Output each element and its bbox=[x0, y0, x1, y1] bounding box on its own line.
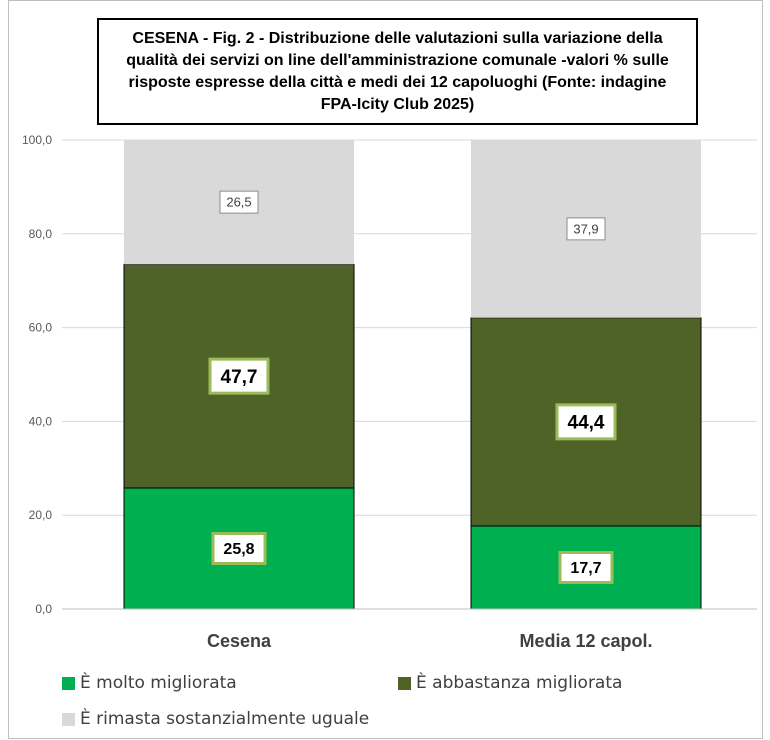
legend-label-abbastanza: È abbastanza migliorata bbox=[416, 673, 623, 693]
data-label: 17,7 bbox=[570, 560, 601, 577]
data-label: 37,9 bbox=[573, 221, 598, 236]
legend-item-molto: È molto migliorata bbox=[62, 673, 237, 693]
legend-item-abbastanza: È abbastanza migliorata bbox=[398, 673, 622, 693]
data-label: 47,7 bbox=[221, 367, 258, 388]
x-category-label: Media 12 capol. bbox=[519, 631, 652, 651]
y-tick-label: 60,0 bbox=[29, 321, 53, 335]
data-label-box bbox=[566, 217, 606, 241]
legend-item-uguale: È rimasta sostanzialmente uguale bbox=[62, 709, 369, 729]
data-label-box bbox=[558, 550, 614, 584]
legend-swatch-molto bbox=[62, 676, 75, 690]
data-label: 25,8 bbox=[223, 541, 254, 558]
data-label-box bbox=[219, 190, 259, 214]
data-label-box bbox=[555, 403, 617, 441]
chart-title: CESENA - Fig. 2 - Distribuzione delle va… bbox=[126, 29, 669, 113]
legend-swatch-abbastanza bbox=[398, 676, 411, 690]
y-tick-label: 100,0 bbox=[22, 133, 52, 147]
data-label: 44,4 bbox=[568, 413, 605, 434]
y-tick-label: 40,0 bbox=[29, 414, 53, 428]
data-label-box bbox=[211, 531, 267, 565]
y-tick-label: 80,0 bbox=[29, 227, 53, 241]
y-tick-label: 20,0 bbox=[29, 508, 53, 522]
x-category-label: Cesena bbox=[207, 631, 272, 651]
legend-swatch-uguale bbox=[62, 712, 75, 726]
data-label-box bbox=[208, 357, 270, 395]
legend-label-uguale: È rimasta sostanzialmente uguale bbox=[80, 709, 370, 729]
data-label: 26,5 bbox=[226, 195, 251, 210]
y-tick-label: 0,0 bbox=[35, 602, 52, 616]
chart-title-box: CESENA - Fig. 2 - Distribuzione delle va… bbox=[97, 18, 698, 125]
legend-label-molto: È molto migliorata bbox=[80, 673, 237, 693]
